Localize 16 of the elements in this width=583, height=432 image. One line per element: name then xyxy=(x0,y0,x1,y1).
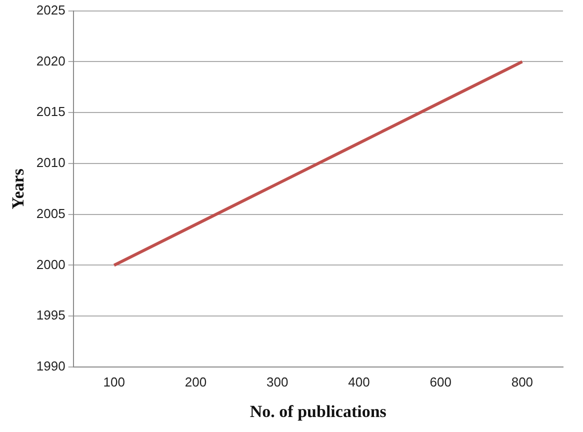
y-tick-label: 2010 xyxy=(36,155,66,170)
y-tick-label: 2020 xyxy=(36,53,66,68)
y-axis-title: Years xyxy=(8,168,28,210)
y-tick-label: 2025 xyxy=(36,2,66,18)
x-axis-title: No. of publications xyxy=(250,402,387,422)
y-tick-label: 1995 xyxy=(36,308,66,323)
x-tick-label: 200 xyxy=(184,374,207,390)
x-tick-label: 100 xyxy=(103,374,125,390)
y-tick-label: 2000 xyxy=(36,256,66,272)
x-tick-label: 400 xyxy=(348,374,370,390)
y-tick-label: 1990 xyxy=(36,358,66,374)
x-tick-label: 600 xyxy=(430,374,452,390)
y-tick-label: 2005 xyxy=(36,206,66,221)
y-tick-label: 2015 xyxy=(36,104,66,120)
x-tick-label: 300 xyxy=(266,374,288,390)
x-tick-label: 800 xyxy=(511,374,534,390)
